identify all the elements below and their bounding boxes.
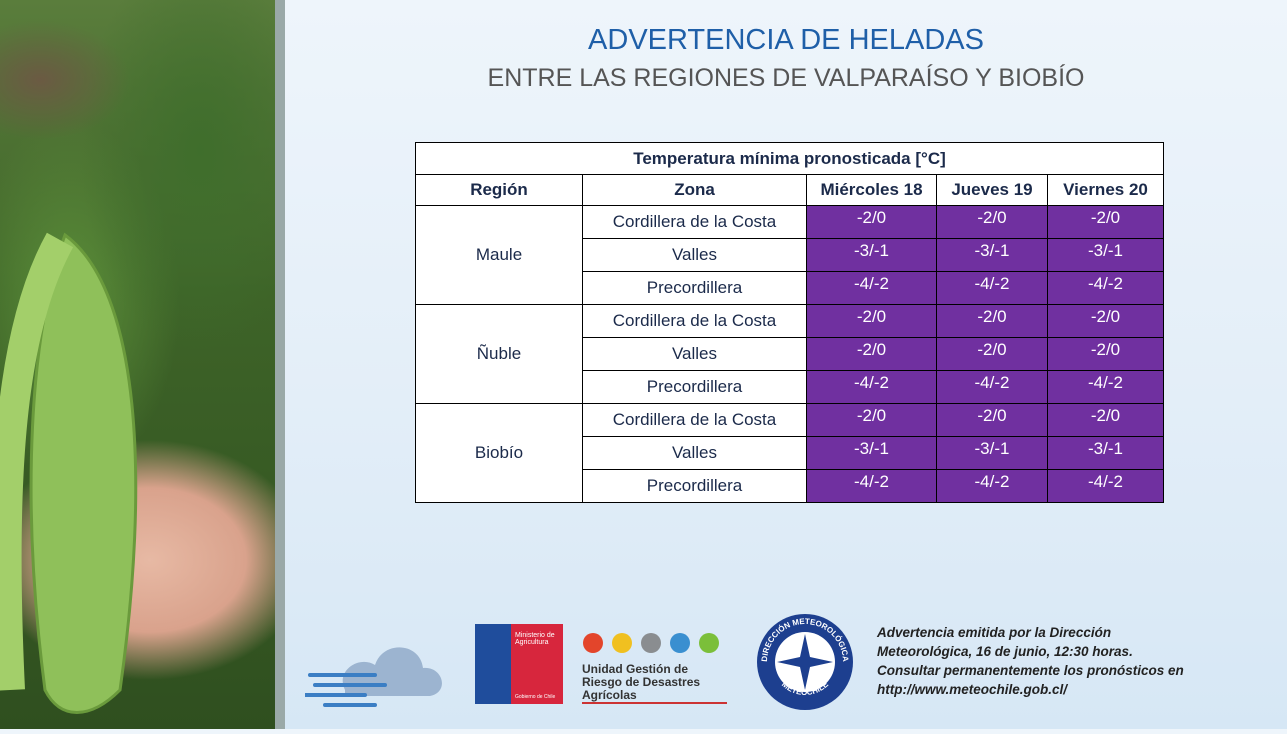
value-cell: -2/0	[936, 337, 1048, 371]
pod-illustration	[0, 232, 138, 714]
title: ADVERTENCIA DE HELADAS	[588, 24, 984, 56]
value-cell: -4/-2	[1047, 469, 1164, 503]
zone-cell: Cordillera de la Costa	[582, 304, 807, 338]
cloud-icon	[305, 647, 442, 707]
table-caption: Temperatura mínima pronosticada [°C]	[415, 142, 1164, 175]
value-cell: -3/-1	[806, 436, 937, 470]
footer-line: http://www.meteochile.gob.cl/	[877, 682, 1068, 697]
column-header: Región	[415, 174, 583, 206]
value-cell: -2/0	[936, 205, 1048, 239]
value-cell: -2/0	[1047, 337, 1164, 371]
zone-cell: Precordillera	[582, 271, 807, 305]
zone-cell: Valles	[582, 238, 807, 272]
region-cell: Maule	[415, 205, 583, 305]
zone-cell: Precordillera	[582, 370, 807, 404]
value-cell: -4/-2	[1047, 370, 1164, 404]
row: Precordillera -4/-2 -4/-2 -4/-2	[416, 271, 1164, 305]
value-cell: -2/0	[806, 337, 937, 371]
region-cell: Ñuble	[415, 304, 583, 404]
value-cell: -2/0	[1047, 304, 1164, 338]
value-cell: -2/0	[806, 403, 937, 437]
value-cell: -3/-1	[936, 238, 1048, 272]
row: Precordillera -4/-2 -4/-2 -4/-2	[416, 469, 1164, 503]
value-cell: -2/0	[806, 304, 937, 338]
ministry-logo: Ministerio de Agricultura Gobierno de Ch…	[475, 624, 563, 704]
zone-cell: Cordillera de la Costa	[582, 403, 807, 437]
row: Precordillera -4/-2 -4/-2 -4/-2	[416, 370, 1164, 404]
divider	[275, 0, 285, 729]
zone-cell: Valles	[582, 436, 807, 470]
caption-row: Temperatura mínima pronosticada [°C]	[415, 142, 1164, 175]
photo	[0, 0, 275, 729]
value-cell: -4/-2	[806, 271, 937, 305]
zone-cell: Valles	[582, 337, 807, 371]
value-cell: -4/-2	[806, 370, 937, 404]
footer-line: Advertencia emitida por la Dirección	[877, 625, 1112, 640]
value-cell: -2/0	[936, 304, 1048, 338]
logo-text: Gobierno de Chile	[515, 694, 556, 700]
value-cell: -4/-2	[806, 469, 937, 503]
value-cell: -3/-1	[1047, 436, 1164, 470]
zone-cell: Precordillera	[582, 469, 807, 503]
unit-name: Unidad Gestión de Riesgo de Desastres Ag…	[582, 663, 727, 704]
region-cell: Biobío	[415, 403, 583, 503]
subtitle: ENTRE LAS REGIONES DE VALPARAÍSO Y BIOBÍ…	[487, 64, 1085, 92]
unit-icons	[583, 633, 719, 653]
logo-text: Ministerio de Agricultura	[515, 632, 555, 646]
value-cell: -4/-2	[1047, 271, 1164, 305]
footer-line: Meteorológica, 16 de junio, 12:30 horas.	[877, 644, 1133, 659]
value-cell: -3/-1	[1047, 238, 1164, 272]
row: Maule Cordillera de la Costa -2/0 -2/0 -2/0	[415, 205, 1164, 305]
row: Valles -3/-1 -3/-1 -3/-1	[416, 436, 1164, 470]
column-header: Miércoles 18	[806, 174, 937, 206]
row: Biobío Cordillera de la Costa -2/0 -2/0 -2/0	[415, 403, 1164, 503]
value-cell: -2/0	[1047, 205, 1164, 239]
forecast-table: Temperatura mínima pronosticada [°C] Regi…	[415, 142, 1164, 503]
row: Ñuble Cordillera de la Costa -2/0 -2/0 -2/0	[415, 304, 1164, 404]
footer-line: Consultar permanentemente los pronóstico…	[877, 663, 1184, 678]
value-cell: -3/-1	[936, 436, 1048, 470]
value-cell: -3/-1	[806, 238, 937, 272]
zone-cell: Cordillera de la Costa	[582, 205, 807, 239]
header-row: Región Zona Miércoles 18 Jueves 19 Viernes 2…	[415, 174, 1164, 206]
unit-logo: Unidad Gestión de Riesgo de Desastres Ag…	[582, 630, 727, 704]
column-header: Zona	[582, 174, 807, 206]
row: Valles -2/0 -2/0 -2/0	[416, 337, 1164, 371]
value-cell: -4/-2	[936, 469, 1048, 503]
value-cell: -4/-2	[936, 271, 1048, 305]
meteochile-logo: DIRECCIÓN METEOROLÓGICA METEOCHILE	[757, 614, 853, 710]
footer-note: Advertencia emitida por la Dirección Mete…	[877, 623, 1184, 699]
row: Valles -3/-1 -3/-1 -3/-1	[416, 238, 1164, 272]
column-header: Jueves 19	[936, 174, 1048, 206]
value-cell: -2/0	[936, 403, 1048, 437]
value-cell: -2/0	[1047, 403, 1164, 437]
value-cell: -2/0	[806, 205, 937, 239]
column-header: Viernes 20	[1047, 174, 1164, 206]
value-cell: -4/-2	[936, 370, 1048, 404]
